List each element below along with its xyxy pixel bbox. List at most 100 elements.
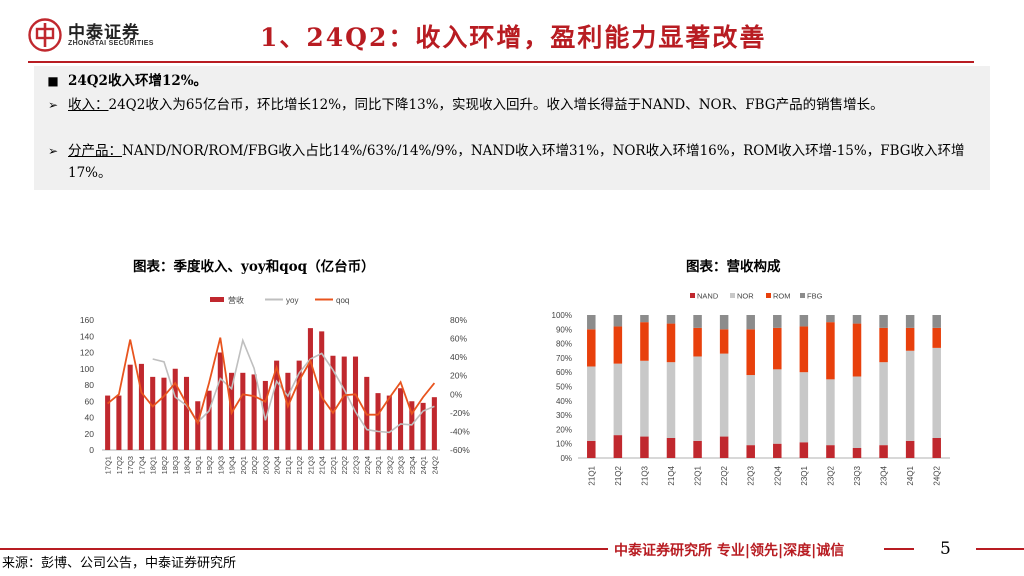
x-axis-tick: 19Q4 — [228, 456, 237, 474]
revenue-bar — [161, 377, 167, 450]
revenue-bar — [172, 368, 178, 450]
x-axis-tick: 22Q2 — [340, 456, 349, 474]
fbg-segment — [666, 315, 676, 324]
revenue-bar — [116, 395, 122, 450]
rom-segment — [826, 322, 835, 380]
nand-segment — [693, 440, 702, 458]
nand-segment — [905, 440, 915, 458]
revenue-bar — [431, 397, 437, 450]
fbg-segment — [826, 315, 835, 323]
x-axis-tick: 18Q3 — [171, 456, 180, 474]
fbg-segment — [613, 315, 623, 327]
left-axis-tick: 80 — [85, 380, 95, 390]
footer-brand: 中泰证券研究所 专业|领先|深度|诚信 — [614, 543, 845, 559]
x-axis-tick: 24Q1 — [906, 465, 915, 485]
fbg-segment — [799, 315, 809, 327]
revenue-bar — [195, 401, 201, 450]
x-axis-tick: 23Q2 — [385, 456, 394, 474]
nand-segment — [932, 437, 941, 458]
revenue-bar — [105, 395, 111, 450]
revenue-bar — [240, 372, 246, 450]
nand-segment — [826, 445, 835, 458]
logo-subtext: ZHONGTAI SECURITIES — [68, 40, 154, 47]
revenue-bar — [319, 331, 325, 450]
nor-segment — [640, 360, 649, 437]
nand-segment — [613, 435, 623, 458]
x-axis-tick: 17Q2 — [115, 456, 124, 474]
y-axis-tick: 40% — [556, 397, 572, 406]
rom-segment — [613, 326, 623, 364]
x-axis-tick: 24Q2 — [430, 456, 439, 474]
y-axis-tick: 70% — [556, 354, 572, 363]
legend-label: 营收 — [228, 295, 244, 305]
right-axis-tick: -60% — [450, 445, 470, 455]
chart-title-revenue: 图表：季度收入、yoy和qoq（亿台币） — [133, 259, 375, 275]
right-axis-tick: 40% — [450, 352, 467, 362]
x-axis-tick: 21Q4 — [667, 465, 676, 485]
summary-item-label: 收入： — [68, 97, 109, 113]
x-axis-tick: 17Q3 — [126, 456, 135, 474]
y-axis-tick: 10% — [556, 440, 572, 449]
arrow-bullet-icon: ➢ — [47, 144, 59, 158]
square-bullet-icon: ■ — [47, 74, 59, 88]
revenue-bar — [183, 376, 190, 450]
summary-item-label: 分产品： — [68, 143, 122, 159]
left-axis-tick: 100 — [80, 364, 94, 374]
nor-segment — [773, 369, 782, 444]
x-axis-tick: 21Q1 — [284, 456, 293, 474]
x-axis-tick: 20Q1 — [239, 456, 248, 474]
fbg-segment — [905, 315, 915, 328]
x-axis-tick: 22Q2 — [720, 465, 729, 485]
legend-swatch — [210, 297, 224, 302]
right-axis-tick: -40% — [450, 426, 470, 436]
x-axis-tick: 21Q2 — [614, 465, 623, 485]
revenue-bar — [307, 328, 313, 450]
left-axis-tick: 40 — [85, 413, 95, 423]
summary-item-text: 24Q2收入为65亿台币，环比增长12%，同比下降13%，实现收入回升。收入增长… — [108, 97, 884, 113]
slide-title: 1、24Q2：收入环增，盈利能力显著改善 — [260, 23, 767, 52]
revenue-bar — [206, 390, 212, 450]
legend-label: NAND — [697, 292, 719, 301]
nand-segment — [719, 436, 729, 458]
legend-label: yoy — [286, 296, 298, 305]
fbg-segment — [932, 315, 941, 328]
revenue-bar — [375, 393, 381, 450]
x-axis-tick: 23Q3 — [397, 456, 406, 474]
revenue-bar — [217, 352, 223, 450]
fbg-segment — [879, 315, 888, 328]
x-axis-tick: 23Q4 — [408, 456, 417, 474]
fbg-segment — [719, 315, 729, 330]
left-axis-tick: 120 — [80, 348, 94, 358]
x-axis-tick: 17Q1 — [104, 456, 113, 474]
left-axis-tick: 140 — [80, 331, 94, 341]
footer-divider — [976, 548, 1024, 550]
revenue-bar — [274, 360, 280, 450]
summary-item-text: NAND/NOR/ROM/FBG收入占比14%/63%/14%/9%，NAND收… — [68, 143, 965, 181]
y-axis-tick: 50% — [556, 383, 572, 392]
x-axis-tick: 22Q1 — [694, 465, 703, 485]
nor-segment — [666, 362, 676, 438]
legend-label: qoq — [336, 296, 349, 305]
y-axis-tick: 20% — [556, 425, 572, 434]
nand-segment — [666, 437, 676, 458]
x-axis-tick: 23Q1 — [374, 456, 383, 474]
right-axis-tick: 80% — [450, 315, 467, 325]
x-axis-tick: 22Q4 — [363, 456, 372, 474]
nor-segment — [719, 353, 729, 437]
right-axis-tick: 60% — [450, 334, 467, 344]
nor-segment — [587, 366, 596, 441]
x-axis-tick: 20Q3 — [261, 456, 270, 474]
revenue-bar — [150, 376, 156, 450]
fbg-segment — [773, 315, 782, 328]
nor-segment — [905, 350, 915, 441]
left-axis-tick: 60 — [85, 396, 95, 406]
zhongtai-logo-icon — [28, 18, 62, 52]
nand-segment — [773, 443, 782, 458]
rom-segment — [640, 322, 649, 361]
x-axis-tick: 24Q1 — [419, 456, 428, 474]
right-axis-tick: -20% — [450, 408, 470, 418]
page-number: 5 — [940, 539, 951, 559]
x-axis-tick: 18Q2 — [160, 456, 169, 474]
logo-text: 中泰证券 — [68, 23, 140, 43]
nand-segment — [587, 440, 596, 458]
